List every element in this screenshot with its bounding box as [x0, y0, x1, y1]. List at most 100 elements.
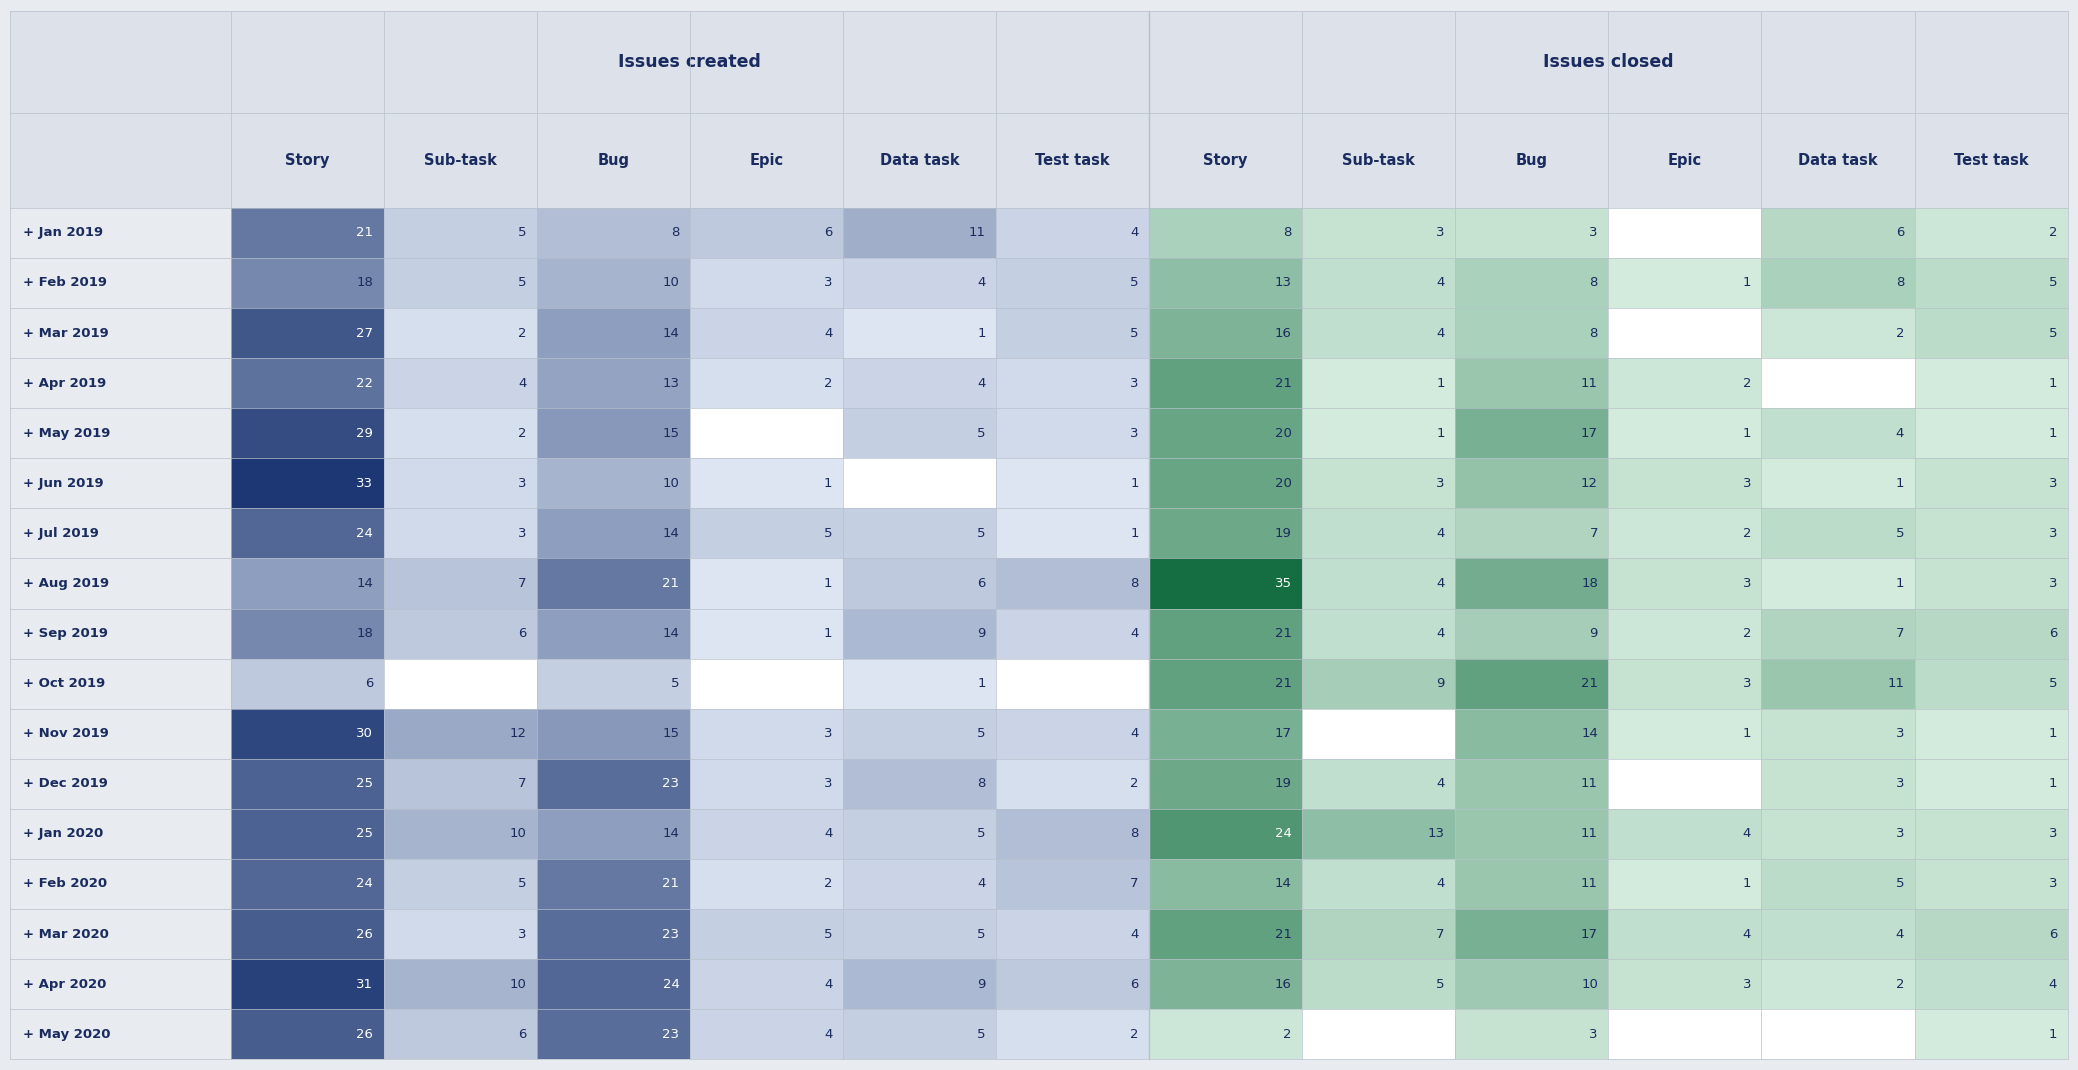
- Text: 23: 23: [663, 777, 680, 791]
- Bar: [844, 408, 995, 458]
- Text: 16: 16: [1276, 326, 1293, 339]
- Bar: [1608, 308, 1762, 358]
- Text: 21: 21: [1274, 928, 1293, 941]
- Text: 18: 18: [355, 627, 374, 640]
- Text: 1: 1: [1130, 477, 1139, 490]
- Text: 8: 8: [1130, 577, 1139, 590]
- Bar: [1762, 659, 1914, 708]
- Text: Data task: Data task: [1797, 153, 1879, 168]
- Text: 3: 3: [2049, 877, 2057, 890]
- Bar: [1914, 358, 2068, 408]
- Text: 25: 25: [355, 777, 374, 791]
- Text: 4: 4: [1743, 928, 1752, 941]
- Bar: [1303, 258, 1455, 308]
- Bar: [1608, 659, 1762, 708]
- Text: 2: 2: [1130, 1028, 1139, 1041]
- Text: 1: 1: [2049, 777, 2057, 791]
- Bar: [690, 959, 844, 1009]
- Bar: [231, 258, 384, 308]
- Text: 1: 1: [2049, 377, 2057, 389]
- Bar: [1914, 659, 2068, 708]
- Text: 4: 4: [977, 877, 985, 890]
- Bar: [1303, 458, 1455, 508]
- Text: 7: 7: [517, 577, 526, 590]
- Bar: [384, 759, 536, 809]
- Text: 1: 1: [1895, 577, 1903, 590]
- Text: 5: 5: [1895, 877, 1903, 890]
- Bar: [1762, 1009, 1914, 1059]
- Text: 4: 4: [825, 827, 833, 840]
- Bar: [1455, 408, 1608, 458]
- Bar: [1303, 708, 1455, 759]
- Text: 27: 27: [355, 326, 374, 339]
- Text: 4: 4: [825, 978, 833, 991]
- Bar: [1455, 308, 1608, 358]
- Text: 3: 3: [1590, 1028, 1598, 1041]
- Text: 15: 15: [663, 427, 680, 440]
- Text: 21: 21: [663, 877, 680, 890]
- Bar: [384, 408, 536, 458]
- Text: Test task: Test task: [1035, 153, 1110, 168]
- Bar: [1608, 910, 1762, 959]
- Text: Sub-task: Sub-task: [1342, 153, 1415, 168]
- Bar: [10, 408, 231, 458]
- Bar: [231, 308, 384, 358]
- Text: 1: 1: [1130, 526, 1139, 540]
- Text: Story: Story: [1203, 153, 1247, 168]
- Text: 1: 1: [2049, 1028, 2057, 1041]
- Bar: [844, 708, 995, 759]
- Bar: [1303, 809, 1455, 859]
- Bar: [536, 308, 690, 358]
- Text: 5: 5: [825, 928, 833, 941]
- Text: 1: 1: [1743, 877, 1752, 890]
- Bar: [844, 308, 995, 358]
- Text: 12: 12: [1581, 477, 1598, 490]
- Bar: [1914, 1009, 2068, 1059]
- Text: 4: 4: [1436, 577, 1444, 590]
- Bar: [995, 308, 1149, 358]
- Text: 2: 2: [517, 427, 526, 440]
- Text: 5: 5: [671, 677, 680, 690]
- Bar: [1762, 609, 1914, 659]
- Bar: [1455, 458, 1608, 508]
- Text: 31: 31: [355, 978, 374, 991]
- Text: 24: 24: [355, 877, 374, 890]
- Text: 7: 7: [1895, 627, 1903, 640]
- Text: 1: 1: [2049, 728, 2057, 740]
- Bar: [1149, 508, 1303, 559]
- Bar: [995, 708, 1149, 759]
- Text: Story: Story: [285, 153, 328, 168]
- Text: 14: 14: [663, 326, 680, 339]
- Text: + Apr 2019: + Apr 2019: [23, 377, 106, 389]
- Text: 17: 17: [1581, 928, 1598, 941]
- Text: + Jan 2020: + Jan 2020: [23, 827, 104, 840]
- Bar: [995, 358, 1149, 408]
- Text: + Dec 2019: + Dec 2019: [23, 777, 108, 791]
- Text: 2: 2: [1743, 627, 1752, 640]
- Text: 1: 1: [1436, 427, 1444, 440]
- Bar: [536, 759, 690, 809]
- Text: 19: 19: [1276, 526, 1293, 540]
- Text: 5: 5: [977, 427, 985, 440]
- Bar: [384, 910, 536, 959]
- Bar: [995, 910, 1149, 959]
- Text: 11: 11: [1581, 827, 1598, 840]
- Bar: [1149, 458, 1303, 508]
- Bar: [1455, 859, 1608, 910]
- Bar: [10, 1009, 231, 1059]
- Bar: [231, 659, 384, 708]
- Text: 8: 8: [671, 227, 680, 240]
- Bar: [690, 609, 844, 659]
- Bar: [1762, 508, 1914, 559]
- Text: 3: 3: [1743, 477, 1752, 490]
- Text: 8: 8: [1130, 827, 1139, 840]
- Bar: [10, 809, 231, 859]
- Bar: [536, 258, 690, 308]
- Bar: [995, 609, 1149, 659]
- Text: 2: 2: [825, 877, 833, 890]
- Text: 14: 14: [1581, 728, 1598, 740]
- Bar: [231, 859, 384, 910]
- Text: Epic: Epic: [1669, 153, 1702, 168]
- Bar: [231, 508, 384, 559]
- Bar: [10, 308, 231, 358]
